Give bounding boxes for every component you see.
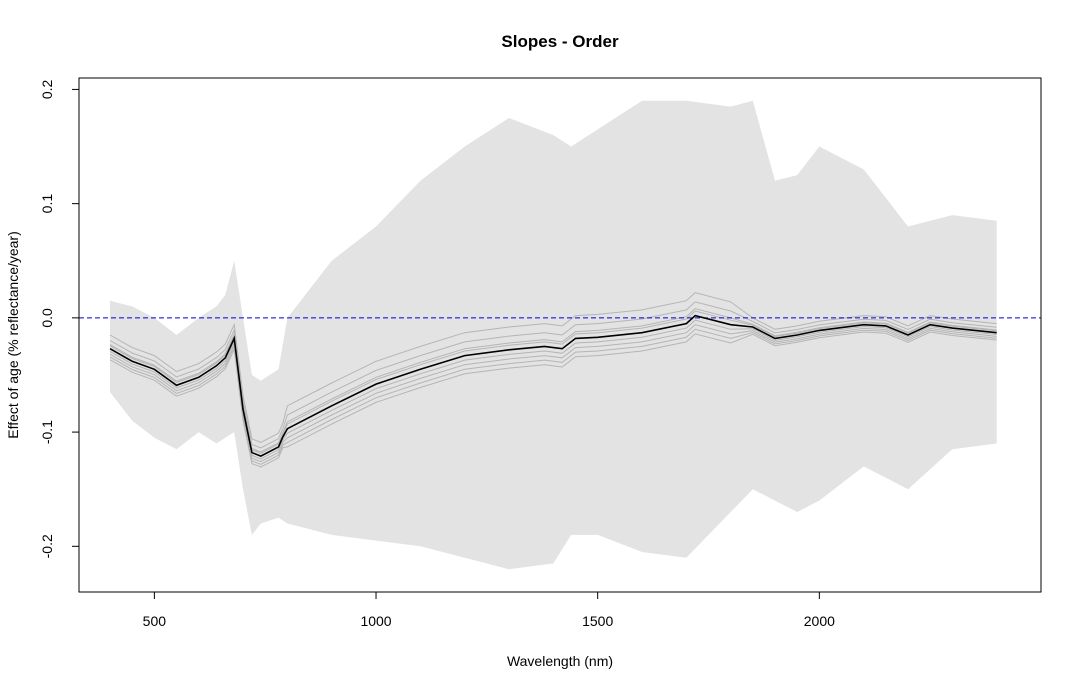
y-tick-label: 0.1 xyxy=(39,194,55,214)
chart-title: Slopes - Order xyxy=(501,32,619,51)
y-tick-label: -0.2 xyxy=(39,534,55,558)
replicate-line-2 xyxy=(109,292,997,443)
y-axis-label: Effect of age (% reflectance/year) xyxy=(5,231,21,439)
confidence-band xyxy=(110,100,997,570)
y-tick-label: -0.1 xyxy=(39,420,55,444)
replicate-line-7 xyxy=(109,310,997,454)
y-tick-label: 0.0 xyxy=(39,308,55,328)
x-axis: 500 1000 1500 2000 xyxy=(143,591,835,629)
replicate-line-8 xyxy=(109,331,997,468)
replicate-line-3 xyxy=(109,308,997,453)
replicate-line-4 xyxy=(109,319,997,460)
y-tick-label: 0.2 xyxy=(39,79,55,99)
x-tick-label: 500 xyxy=(143,613,167,629)
confidence-band-layer xyxy=(110,100,997,570)
mean-line-layer xyxy=(109,314,997,457)
y-axis: -0.2 -0.1 0.0 0.1 0.2 xyxy=(39,79,80,558)
x-tick-label: 1000 xyxy=(360,613,391,629)
x-axis-label: Wavelength (nm) xyxy=(507,653,613,669)
mean-line xyxy=(109,314,997,457)
replicate-line-1 xyxy=(109,301,997,449)
x-tick-label: 1500 xyxy=(582,613,613,629)
replicate-lines-layer xyxy=(109,292,997,468)
replicate-line-5 xyxy=(109,324,997,463)
x-tick-label: 2000 xyxy=(804,613,835,629)
replicate-line-6 xyxy=(109,328,997,465)
